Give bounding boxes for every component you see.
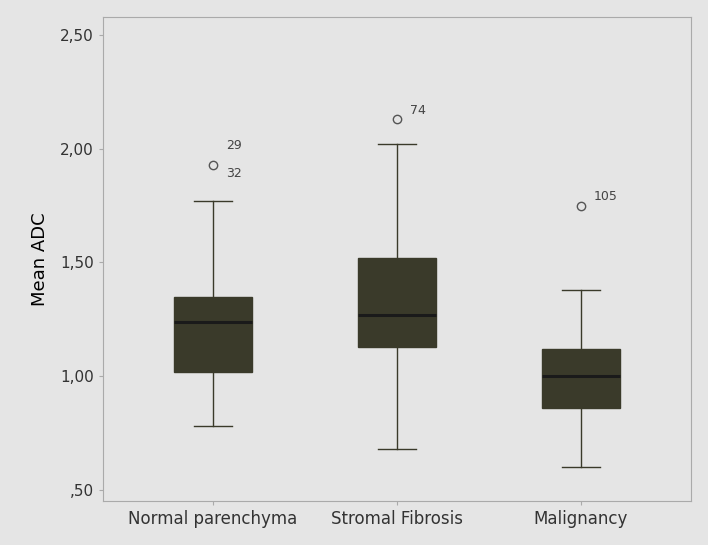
Text: 32: 32: [226, 167, 241, 180]
Text: 74: 74: [410, 104, 426, 117]
PathPatch shape: [358, 258, 435, 347]
Text: 29: 29: [226, 139, 241, 152]
Text: 105: 105: [594, 190, 617, 203]
PathPatch shape: [542, 349, 620, 408]
Y-axis label: Mean ADC: Mean ADC: [31, 212, 49, 306]
PathPatch shape: [174, 296, 252, 372]
